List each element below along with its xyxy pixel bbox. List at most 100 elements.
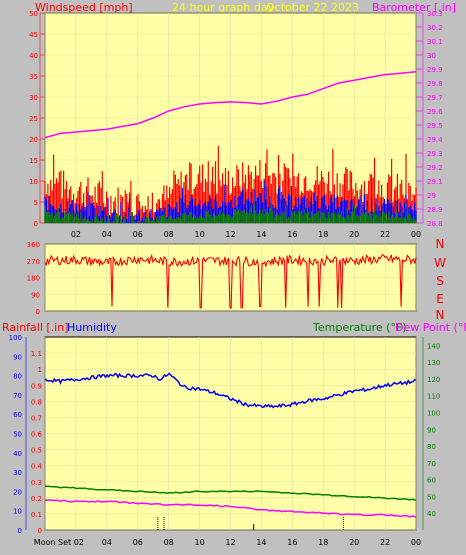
direction-axis-tick-label: 360 [27,241,40,249]
time-axis-tick-label: 06 [133,230,143,239]
graph-title: 24 hour graph day [172,1,275,14]
wind-axis-tick-label: 50 [29,10,38,18]
rainfall-axis-tick-label: 0.7 [31,414,42,422]
wind-axis-tick-label: 10 [29,178,38,186]
time-axis-tick-label: 10 [194,230,204,239]
temperature-axis-tick-label: 90 [427,426,436,434]
time-axis-tick-label: 04 [102,230,112,239]
temperature-axis-tick-label: 140 [427,342,440,350]
temperature-axis-tick-label: 130 [427,359,440,367]
time-axis-tick-label: 08 [164,538,174,547]
compass-label: E [436,292,444,306]
barometer-axis-tick-label: 28.9 [427,206,443,214]
wind-axis-tick-label: 0 [34,220,38,228]
dew-point-line [44,499,417,518]
barometer-axis-tick-label: 30.2 [427,24,443,32]
humidity-axis-tick-label: 20 [13,488,22,496]
barometer-axis-tick-label: 29.2 [427,164,443,172]
wind-direction-series [44,253,417,310]
temperature-line [44,485,417,501]
time-axis-tick-label: Moon Set 02 [34,538,84,547]
compass-label: S [436,274,444,288]
barometer-axis-tick-label: 29 [427,192,436,200]
humidity-label: Humidity [67,321,117,334]
rainfall-axis-tick-label: 0.9 [31,382,42,390]
time-axis-tick-label: 04 [102,538,112,547]
compass-label: W [434,256,446,270]
rainfall-axis-tick-label: 0.6 [31,431,43,439]
humidity-line [44,372,417,409]
time-axis-tick-label: 22 [380,230,390,239]
windspeed-label: Windspeed [mph] [35,1,133,14]
time-axis-tick-label: 12 [225,538,235,547]
time-axis-tick-label: 18 [318,538,328,547]
rainfall-axis-tick-label: 0.4 [31,463,43,471]
wind-axis-tick-label: 5 [34,199,38,207]
compass-label: N [436,237,445,251]
time-axis-tick-label: 16 [287,230,297,239]
time-axis-tick-label: 00 [411,538,421,547]
direction-axis-tick-label: 180 [27,275,40,283]
dew-point-label: Dew Point (°F) [395,321,466,334]
time-axis-tick-label: 14 [256,538,266,547]
time-axis-tick-label: 22 [380,538,390,547]
temperature-axis-tick-label: 80 [427,443,436,451]
rainfall-axis-tick-label: 1 [38,366,42,374]
wind-axis-tick-label: 15 [29,157,38,165]
rainfall-label: Rainfall [.in] [2,321,69,334]
time-axis-tick-label: 12 [225,230,235,239]
wind-axis-tick-label: 40 [29,52,38,60]
barometer-axis-tick-label: 29.4 [427,136,443,144]
wind-axis-tick-label: 20 [29,136,38,144]
barometer-axis-tick-label: 29.7 [427,94,443,102]
time-axis-tick-label: 14 [256,230,266,239]
rainfall-axis-tick-label: 0 [38,527,42,535]
humidity-axis-tick-label: 30 [13,469,22,477]
humidity-axis-tick-label: 10 [13,508,22,516]
humidity-axis-tick-label: 40 [13,450,22,458]
wind-axis-tick-label: 25 [29,115,38,123]
temperature-axis-tick-label: 50 [427,493,436,501]
time-axis-tick-label: 10 [194,538,204,547]
graph-date: October 22 2023 [266,1,359,14]
barometer-line [44,71,417,139]
humidity-axis-tick-label: 50 [13,431,22,439]
temperature-axis-tick-label: 100 [427,410,440,418]
rainfall-axis-tick-label: 0.5 [31,447,42,455]
time-axis-tick-label: 02 [71,230,81,239]
barometer-label: Barometer [.in] [372,1,456,14]
time-axis-tick-label: 08 [164,230,174,239]
wind-axis-tick-label: 45 [29,31,38,39]
barometer-axis-tick-label: 29.3 [427,150,443,158]
humidity-axis-tick-label: 70 [13,392,22,400]
compass-label: N [436,308,445,322]
barometer-axis-tick-label: 30 [427,52,436,60]
humidity-axis-tick-label: 0 [18,527,22,535]
barometer-axis-tick-label: 30.3 [427,10,443,18]
time-axis-tick-label: 18 [318,230,328,239]
temperature-axis-tick-label: 60 [427,477,436,485]
time-axis-tick-label: 06 [133,538,143,547]
time-axis-tick-label: 20 [349,230,359,239]
humidity-axis-tick-label: 90 [13,353,22,361]
temperature-axis-tick-label: 40 [427,510,436,518]
rainfall-axis-tick-label: 0.8 [31,398,42,406]
barometer-axis-tick-label: 30.1 [427,38,443,46]
rainfall-axis-tick-label: 1.1 [31,350,42,358]
direction-axis-tick-label: 0 [36,308,40,316]
humidity-axis-tick-label: 100 [9,334,22,342]
barometer-axis-tick-label: 28.8 [427,220,443,228]
humidity-axis-tick-label: 80 [13,373,22,381]
rainfall-axis-tick-label: 0.3 [31,479,42,487]
temperature-axis-tick-label: 110 [427,393,440,401]
rainfall-axis-tick-label: 0.1 [31,511,42,519]
humidity-axis-tick-label: 60 [13,411,22,419]
barometer-axis-tick-label: 29.6 [427,108,443,116]
time-axis-tick-label: 20 [349,538,359,547]
direction-axis-tick-label: 90 [31,291,40,299]
barometer-axis-tick-label: 29.1 [427,178,443,186]
time-axis-tick-label: 16 [287,538,297,547]
wind-minimum-series [44,203,417,223]
wind-axis-tick-label: 35 [29,73,38,81]
